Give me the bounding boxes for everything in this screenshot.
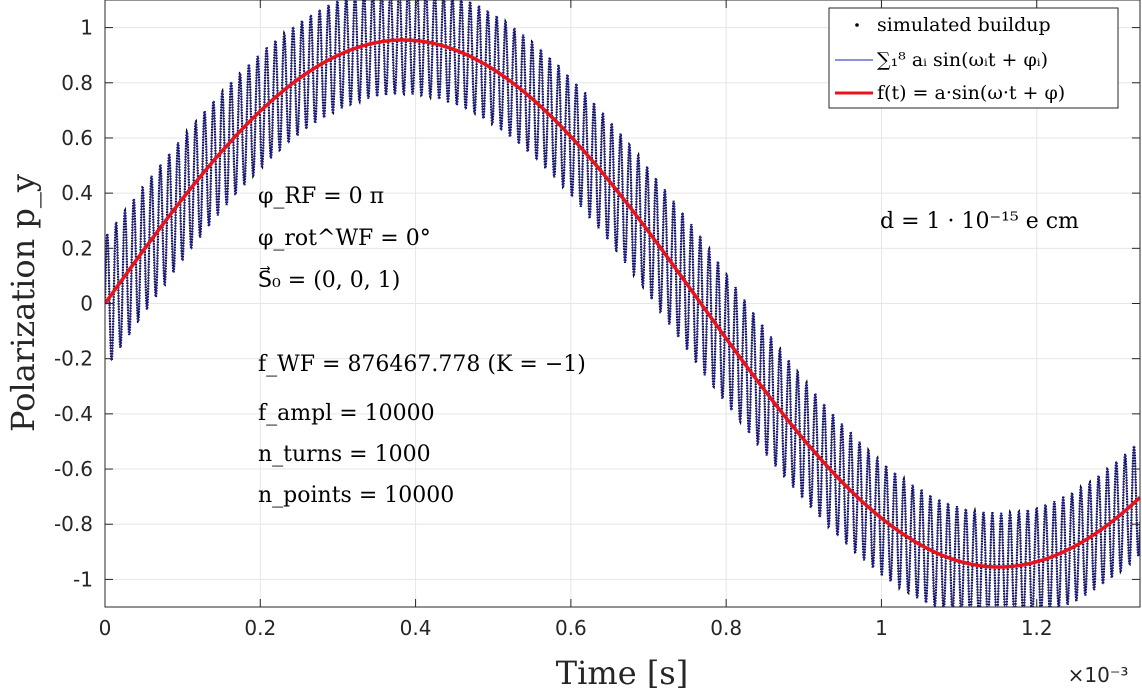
- y-tick-label: -0.8: [54, 512, 93, 536]
- y-tick-label: -1: [73, 567, 93, 591]
- annotation-phi-rot: φ_rot^WF = 0°: [258, 226, 431, 251]
- legend-box: [828, 7, 1119, 109]
- x-tick-label: 0.2: [244, 616, 276, 640]
- x-axis-exponent: ×10⁻³: [1068, 663, 1129, 687]
- y-tick-label: 1: [80, 16, 93, 40]
- x-tick-label: 0.4: [400, 616, 432, 640]
- annotation-phi-rf: φ_RF = 0 π: [258, 184, 384, 209]
- y-tick-label: 0.6: [61, 126, 93, 150]
- legend-label-fit: f(t) = a·sin(ω·t + φ): [877, 82, 1065, 104]
- x-tick-label: 1.2: [1021, 616, 1053, 640]
- annotation-f-wf: f_WF = 876467.778 (K = −1): [258, 352, 586, 377]
- series-fourier-sum: [105, 0, 1140, 607]
- x-tick-label: 0.6: [555, 616, 587, 640]
- annotation-s0: S⃗₀ = (0, 0, 1): [258, 266, 400, 293]
- x-axis-label: Time [s]: [556, 654, 688, 692]
- y-tick-label: -0.4: [54, 402, 93, 426]
- y-tick-label: -0.2: [54, 347, 93, 371]
- annotation-n-points: n_points = 10000: [258, 483, 454, 508]
- y-axis-label: Polarization p_y: [4, 174, 42, 432]
- annotation-edm: d = 1 · 10⁻¹⁵ e cm: [880, 209, 1079, 234]
- y-tick-label: 0: [80, 292, 93, 316]
- x-tick-label: 0: [99, 616, 112, 640]
- series-fit-sine: [105, 38, 1140, 569]
- legend-marker-simulated: [855, 23, 859, 27]
- x-tick-label: 1: [875, 616, 888, 640]
- x-tick-label: 0.8: [710, 616, 742, 640]
- axis-ticks: 0 0.2 0.4 0.6 0.8 1 1.2 1 0.8 0.6 0.4 0.2 0 -0.2 -0.4 -…: [54, 0, 1140, 640]
- legend-label-fourier: ∑₁⁸ aᵢ sin(ωᵢt + φᵢ): [877, 49, 1048, 71]
- legend-label-simulated: simulated buildup: [877, 14, 1051, 36]
- y-tick-label: 0.8: [61, 71, 93, 95]
- plot-area: [105, 0, 1140, 607]
- y-tick-label: -0.6: [54, 457, 93, 481]
- annotations: φ_RF = 0 π φ_rot^WF = 0° S⃗₀ = (0, 0, 1)…: [258, 184, 1079, 508]
- y-tick-label: 0.4: [61, 181, 93, 205]
- legend: simulated buildup ∑₁⁸ aᵢ sin(ωᵢt + φᵢ) f…: [828, 7, 1119, 109]
- annotation-n-turns: n_turns = 1000: [258, 442, 431, 467]
- annotation-f-ampl: f_ampl = 10000: [258, 401, 435, 426]
- y-tick-label: 0.2: [61, 236, 93, 260]
